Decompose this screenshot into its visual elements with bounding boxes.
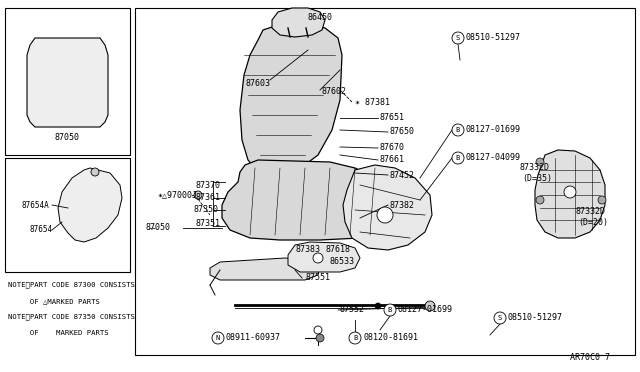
Text: (D=20): (D=20) [578, 218, 608, 227]
Text: 87661: 87661 [380, 155, 405, 164]
Bar [38, 88, 60, 106]
Text: B: B [388, 307, 392, 313]
Circle shape [349, 332, 361, 344]
Bar [135, 8, 635, 355]
Text: OF    MARKED PARTS: OF MARKED PARTS [8, 330, 109, 336]
Circle shape [316, 334, 324, 342]
Polygon shape [222, 160, 395, 240]
Polygon shape [535, 150, 605, 238]
Bar [5, 8, 130, 155]
Circle shape [384, 304, 396, 316]
Circle shape [375, 303, 381, 309]
Text: 87650: 87650 [390, 128, 415, 137]
Text: 08127-04099: 08127-04099 [466, 154, 521, 163]
Bar [70, 50, 92, 68]
Bar [38, 113, 56, 125]
Text: ✶ 87381: ✶ 87381 [355, 97, 390, 106]
Polygon shape [272, 8, 325, 37]
Text: 08911-60937: 08911-60937 [226, 334, 281, 343]
Text: 87351: 87351 [195, 218, 220, 228]
Text: 87382: 87382 [390, 201, 415, 209]
Text: 87654A: 87654A [22, 201, 50, 209]
Text: 08120-81691: 08120-81691 [363, 334, 418, 343]
Polygon shape [58, 168, 122, 242]
Polygon shape [210, 258, 320, 280]
Circle shape [377, 207, 393, 223]
Circle shape [564, 186, 576, 198]
Text: B: B [456, 127, 460, 133]
Circle shape [314, 326, 322, 334]
Circle shape [452, 32, 464, 44]
Text: (D=35): (D=35) [522, 173, 552, 183]
Text: 87452: 87452 [390, 170, 415, 180]
Circle shape [313, 253, 323, 263]
Text: 87332D: 87332D [520, 164, 550, 173]
Text: 87050: 87050 [145, 224, 170, 232]
Polygon shape [343, 165, 432, 250]
Text: 87361: 87361 [195, 193, 220, 202]
Bar [5, 158, 130, 272]
Text: 87651: 87651 [380, 113, 405, 122]
Text: 87551: 87551 [305, 273, 330, 282]
Text: NOTE、PART CODE 87350 CONSISTS: NOTE、PART CODE 87350 CONSISTS [8, 314, 135, 320]
Text: 87603: 87603 [245, 78, 270, 87]
Text: 08510-51297: 08510-51297 [508, 314, 563, 323]
Circle shape [425, 301, 435, 311]
Text: 87383: 87383 [296, 246, 321, 254]
Text: 87670: 87670 [380, 144, 405, 153]
Text: OF △MARKED PARTS: OF △MARKED PARTS [8, 298, 100, 304]
Text: 87332D: 87332D [575, 208, 605, 217]
Text: 87350: 87350 [193, 205, 218, 215]
Bar [70, 88, 92, 106]
Text: S: S [456, 35, 460, 41]
Text: 08127-01699: 08127-01699 [466, 125, 521, 135]
Text: 87618: 87618 [326, 246, 351, 254]
Polygon shape [288, 242, 360, 272]
Text: 86533: 86533 [330, 257, 355, 266]
Text: 87552: 87552 [340, 305, 365, 314]
Text: N: N [216, 335, 220, 341]
Text: S: S [498, 315, 502, 321]
Circle shape [494, 312, 506, 324]
Text: 08127-01699: 08127-01699 [398, 305, 453, 314]
Text: NOTE、PART CODE 87300 CONSISTS: NOTE、PART CODE 87300 CONSISTS [8, 282, 135, 288]
Text: 87050: 87050 [54, 134, 79, 142]
Text: 87654: 87654 [30, 225, 53, 234]
Text: AR70C0 7: AR70C0 7 [570, 353, 610, 362]
Text: 87370: 87370 [195, 180, 220, 189]
Circle shape [212, 332, 224, 344]
Bar [38, 50, 60, 68]
Circle shape [452, 124, 464, 136]
Text: B: B [456, 155, 460, 161]
Text: ✶△97000J: ✶△97000J [158, 190, 198, 199]
Text: B: B [353, 335, 357, 341]
Circle shape [194, 191, 202, 199]
Text: 87602: 87602 [322, 87, 347, 96]
Polygon shape [240, 24, 342, 175]
Circle shape [91, 168, 99, 176]
Text: 08510-51297: 08510-51297 [466, 33, 521, 42]
Circle shape [536, 158, 544, 166]
Circle shape [452, 152, 464, 164]
Circle shape [598, 196, 606, 204]
Circle shape [536, 196, 544, 204]
Text: 86450: 86450 [308, 13, 333, 22]
Polygon shape [27, 38, 108, 127]
